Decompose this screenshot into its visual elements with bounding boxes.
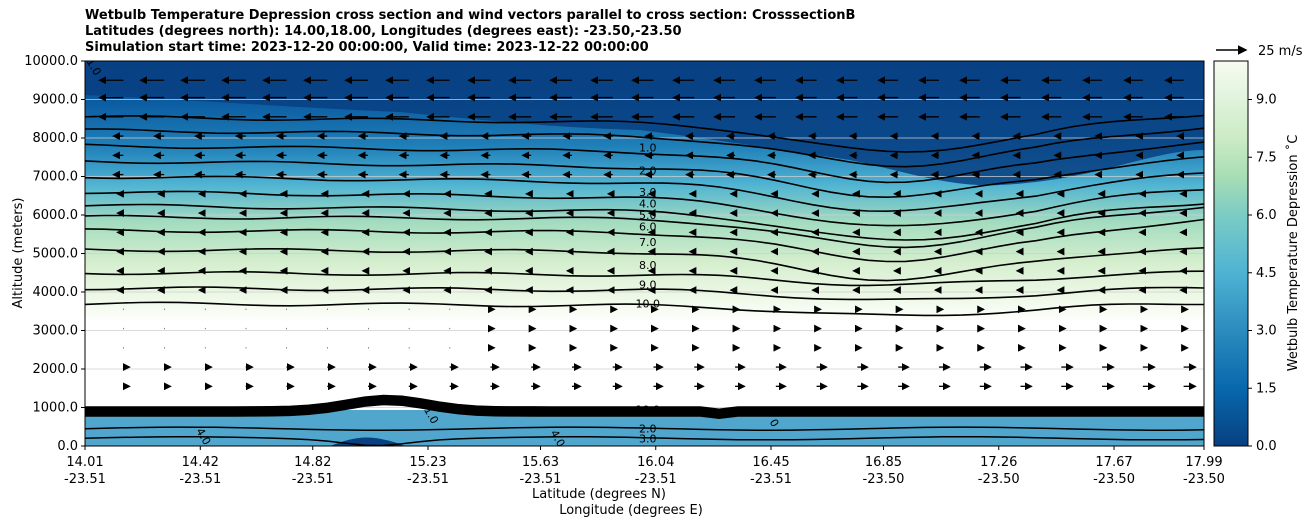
y-tick-label: 2000.0 [33,362,79,377]
contour-label: 9.0 [639,278,657,291]
quiver-key-label: 25 m/s [1258,44,1303,59]
x-tick-label-lat: 17.99 [1185,455,1222,470]
x-tick-label-lon: -23.50 [1093,472,1135,487]
y-tick-label: 10000.0 [24,54,78,69]
colorbar-tick-label: 0.0 [1256,439,1277,454]
colorbar-tick-label: 6.0 [1256,208,1277,223]
colorbar-tick-label: 3.0 [1256,324,1277,339]
contour-line [85,156,1204,199]
y-tick-label: 9000.0 [33,93,79,108]
title-line-1: Wetbulb Temperature Depression cross sec… [85,8,856,23]
contour-line [85,247,1204,282]
x-tick-label-lat: 14.82 [294,455,331,470]
colorbar-tick-label: 1.5 [1256,381,1277,396]
contour-line [85,270,1204,287]
colorbar-tick-label: 7.5 [1256,150,1277,165]
contour-label: 7.0 [639,236,657,249]
contour-line [85,286,1204,301]
y-tick-label: 3000.0 [33,324,79,339]
colorbar-tick-label: 9.0 [1256,93,1277,108]
x-tick-label-lon: -23.50 [978,472,1020,487]
x-tick-label-lon: -23.50 [1183,472,1225,487]
colorbar-label: Wetbulb Temperature Depression ˚C [1285,135,1301,372]
contour-label: 3.0 [639,186,657,199]
colorbar [1213,60,1249,447]
y-tick-label: 8000.0 [33,131,79,146]
y-tick-label: 6000.0 [33,208,79,223]
x-axis: 14.01 -23.51 14.42 -23.51 14.82 -23.51 15.23 -2… [64,446,1225,487]
contour-line-low [85,426,1204,431]
x-tick-label-lon: -23.51 [520,472,562,487]
contour-line-low [85,436,1204,446]
x-axis-label-lon: Longitude (degrees E) [559,503,703,518]
contour-label: 5.0 [639,209,657,222]
x-tick-label-lon: -23.51 [407,472,449,487]
y-axis: 0.0 1000.0 2000.0 3000.0 4000.0 5000.0 6000.0 7… [24,54,85,454]
y-tick-label: 4000.0 [33,285,79,300]
contour-label: 2.0 [639,423,657,436]
x-tick-label-lat: 15.63 [522,455,559,470]
contour-label: 2.0 [639,165,657,178]
x-tick-label-lat: 16.45 [752,455,789,470]
x-tick-label-lon: -23.51 [179,472,221,487]
x-tick-label-lon: -23.51 [635,472,677,487]
y-tick-label: 0.0 [57,439,78,454]
x-tick-label-lat: 17.26 [980,455,1017,470]
contour-line [85,301,1204,317]
contour-line [85,172,1204,213]
colorbar-tick-label: 4.5 [1256,266,1277,281]
x-tick-label-lon: -23.51 [750,472,792,487]
x-tick-label-lat: 16.85 [865,455,902,470]
contour-label: 1.0 [639,142,657,155]
contour-line-dense [85,394,1204,411]
x-tick-label-lat: 14.42 [182,455,219,470]
contour-line [85,218,1204,263]
x-tick-label-lon: -23.50 [863,472,905,487]
y-tick-label: 5000.0 [33,247,79,262]
x-tick-label-lat: 17.67 [1095,455,1132,470]
y-axis-label: Altitude (meters) [11,198,26,309]
colorbar-ticks: 0.0 1.5 3.0 4.5 6.0 7.5 9.0 [1248,93,1277,454]
wind-vectors [98,76,1197,391]
title-line-2: Latitudes (degrees north): 14.00,18.00, … [85,24,682,39]
y-tick-label: 7000.0 [33,170,79,185]
contour-label: 10.0 [635,298,660,311]
contour-label: 8.0 [639,259,657,272]
contour-label: 10.0 [635,403,660,416]
x-tick-label-lat: 15.23 [409,455,446,470]
x-tick-label-lon: -23.51 [292,472,334,487]
title-line-3: Simulation start time: 2023-12-20 00:00:… [85,40,649,55]
contour-label: 4.0 [548,428,568,450]
x-axis-label-lat: Latitude (degrees N) [532,487,666,502]
contour-label: 4.0 [639,197,657,210]
contour-label: 3.0 [639,432,657,445]
contour-line [85,203,1204,241]
y-tick-label: 1000.0 [33,401,79,416]
contour-label: 6.0 [639,221,657,234]
plot-area: 1.02.03.04.05.06.07.08.09.010.010.02.03.… [85,61,1204,450]
x-tick-label-lat: 16.04 [637,455,674,470]
x-tick-label-lat: 14.01 [66,455,103,470]
x-tick-label-lon: -23.51 [64,472,106,487]
chart-title: Wetbulb Temperature Depression cross sec… [85,8,855,56]
